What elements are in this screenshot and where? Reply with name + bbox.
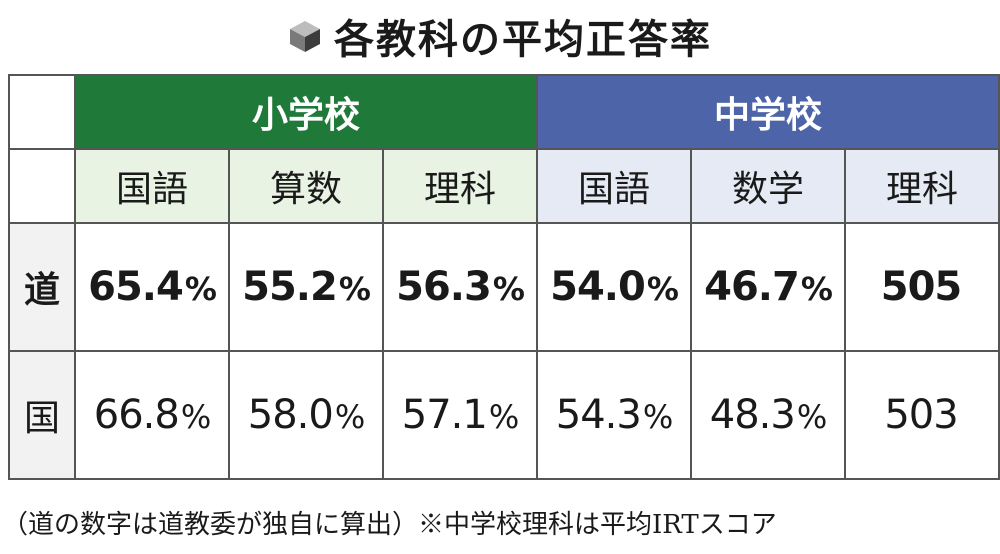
- cell-value: 505: [880, 264, 962, 310]
- score-table: 小学校 中学校 国語 算数 理科 国語 数学 理科 道 65.4% 55.2% …: [8, 74, 1000, 480]
- group-middle: 中学校: [536, 74, 1000, 150]
- row-label-national: 国: [8, 350, 76, 480]
- subject-middle-japanese: 国語: [536, 148, 692, 224]
- subject-middle-math: 数学: [690, 148, 846, 224]
- chart-title: 各教科の平均正答率: [0, 0, 1000, 72]
- row-label-hokkaido: 道: [8, 222, 76, 352]
- table-cell: 56.3%: [382, 222, 538, 352]
- subject-header-row: 国語 算数 理科 国語 数学 理科: [8, 148, 1000, 224]
- corner-cell: [8, 148, 76, 224]
- cell-unit: %: [800, 270, 833, 308]
- cell-value: 66.8: [93, 392, 180, 438]
- cell-value: 46.7: [704, 264, 800, 310]
- subject-middle-science: 理科: [844, 148, 1000, 224]
- cell-value: 56.3: [396, 264, 492, 310]
- cell-value: 65.4: [88, 264, 184, 310]
- cell-value: 54.0: [550, 264, 646, 310]
- table-row-national: 国 66.8% 58.0% 57.1% 54.3% 48.3% 503: [8, 350, 1000, 480]
- cell-unit: %: [488, 398, 519, 436]
- table-cell: 55.2%: [228, 222, 384, 352]
- subject-elementary-arithmetic: 算数: [228, 148, 384, 224]
- table-cell: 54.0%: [536, 222, 692, 352]
- cell-value: 54.3: [555, 392, 642, 438]
- table-cell: 503: [844, 350, 1000, 480]
- table-row-hokkaido: 道 65.4% 55.2% 56.3% 54.0% 46.7% 505: [8, 222, 1000, 352]
- cell-unit: %: [492, 270, 525, 308]
- cell-unit: %: [796, 398, 827, 436]
- table-cell: 46.7%: [690, 222, 846, 352]
- corner-cell: [8, 74, 76, 150]
- table-cell: 65.4%: [74, 222, 230, 352]
- cell-value: 55.2: [242, 264, 338, 310]
- cell-value: 58.0: [247, 392, 334, 438]
- cell-unit: %: [646, 270, 679, 308]
- cell-unit: %: [334, 398, 365, 436]
- table-cell: 505: [844, 222, 1000, 352]
- cell-unit: %: [338, 270, 371, 308]
- footnote: （道の数字は道教委が独自に算出）※中学校理科は平均IRTスコア: [2, 509, 777, 540]
- cell-value: 48.3: [709, 392, 796, 438]
- table-cell: 54.3%: [536, 350, 692, 480]
- subject-elementary-japanese: 国語: [74, 148, 230, 224]
- cell-value: 57.1: [401, 392, 488, 438]
- cell-unit: %: [184, 270, 217, 308]
- group-header-row: 小学校 中学校: [8, 74, 1000, 150]
- title-text: 各教科の平均正答率: [334, 17, 712, 63]
- cell-value: 503: [884, 392, 958, 438]
- subject-elementary-science: 理科: [382, 148, 538, 224]
- table-cell: 58.0%: [228, 350, 384, 480]
- cube-icon: [288, 19, 322, 53]
- table-cell: 57.1%: [382, 350, 538, 480]
- table-cell: 66.8%: [74, 350, 230, 480]
- table-cell: 48.3%: [690, 350, 846, 480]
- group-elementary: 小学校: [74, 74, 538, 150]
- cell-unit: %: [642, 398, 673, 436]
- cell-unit: %: [180, 398, 211, 436]
